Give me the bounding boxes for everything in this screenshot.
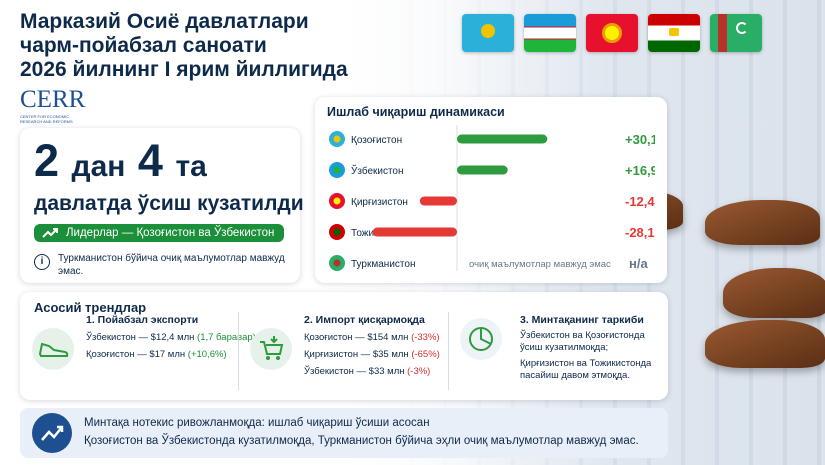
divider — [448, 312, 449, 390]
value-label: +16,9% — [625, 163, 655, 178]
uzbekistan-flag — [524, 14, 576, 52]
shoe-image — [705, 320, 825, 368]
shoe-icon — [38, 342, 69, 357]
trend-text: Ўзбекистон ва Қозоғистонда ўсиш кузатилм… — [520, 330, 645, 353]
summary-headline: 2 дан 4 та — [34, 138, 286, 190]
trend-head: 3. Минтақанинг таркиби — [520, 314, 644, 326]
divider — [238, 312, 239, 390]
production-bar-chart: Қозоғистон +30,1% Ўзбекистон +16,9% Қирғизис… — [329, 125, 655, 271]
title-line: 2026 йилнинг I ярим йиллигида — [20, 58, 348, 81]
trend-region: 3. Минтақанинг таркиби Ўзбекистон ва Қоз… — [520, 314, 660, 382]
trend-imports: 2. Импорт қисқармоқда Қозоғистон — $154 … — [304, 314, 440, 377]
trend-head: 2. Импорт қисқармоқда — [304, 314, 425, 326]
data-bar — [457, 134, 548, 144]
trend-line: Қирғизистон — $35 млн (-65%) — [304, 349, 440, 360]
value-label: +30,1% — [625, 132, 655, 147]
leaders-badge: Лидерлар — Қозоғистон ва Ўзбекистон — [34, 224, 285, 242]
value-label: -28,1% — [625, 225, 655, 240]
logo-subtitle: CENTER FOR ECONOMIC RESEARCH AND REFORMS — [20, 114, 73, 124]
trend-up-icon — [42, 228, 58, 238]
category-label: Қозоғистон — [351, 135, 402, 146]
kyrgyzstan-flag — [586, 14, 638, 52]
footer-line: Қозоғистон ва Ўзбекистонда кузатилмоқда,… — [84, 435, 639, 447]
pie-icon-badge — [460, 318, 502, 360]
trend-line: Қозоғистон — $17 млн (+10,6%) — [86, 349, 227, 360]
summary-word-2: та — [175, 150, 207, 183]
trend-up-icon — [41, 425, 64, 441]
trend-line: Ўзбекистон — $33 млн (-3%) — [304, 366, 431, 377]
summary-card: 2 дан 4 та давлатда ўсиш кузатилди Лидер… — [20, 128, 304, 283]
shoe-image — [705, 200, 820, 245]
value-label: н/а — [629, 256, 648, 271]
title-line: Марказий Осиё давлатлари — [20, 10, 309, 33]
country-flag-emblem — [333, 197, 341, 205]
summary-word-1: дан — [71, 150, 126, 183]
production-chart-card: Ишлаб чиқариш динамикаси Қозоғистон +30,1… — [315, 97, 667, 283]
info-note: i Туркманистон бўйича очиқ маълумотлар м… — [34, 252, 286, 278]
footer-banner: Минтақа нотекис ривожланмоқда: ишлаб чиқ… — [20, 408, 668, 458]
category-label: Туркманистон — [351, 259, 415, 270]
kazakhstan-flag — [462, 14, 514, 52]
country-flag-emblem — [333, 166, 341, 174]
info-icon: i — [34, 254, 50, 270]
title-line: чарм-пойабзал саноати — [20, 34, 267, 57]
trend-exports: 1. Пойабзал экспорти Ўзбекистон — $12,4 … — [86, 314, 256, 360]
trend-line: Қозоғистон — $154 млн (-33%) — [304, 332, 440, 343]
country-flag-emblem — [333, 228, 341, 236]
country-flag-emblem — [333, 259, 341, 267]
cart-down-icon — [260, 336, 284, 360]
summary-number-1: 2 — [34, 135, 60, 186]
footer-line: Минтақа нотекис ривожланмоқда: ишлаб чиқ… — [84, 417, 430, 429]
summary-subline: давлатда ўсиш кузатилди — [34, 192, 304, 215]
category-label: Ўзбекистон — [351, 164, 404, 177]
data-bar — [419, 196, 457, 206]
turkmenistan-flag — [710, 14, 762, 52]
logo-word: CERR — [20, 86, 86, 113]
data-bar — [372, 227, 457, 237]
trends-title: Асосий трендлар — [34, 300, 147, 315]
page-title: Марказий Осиё давлатлари чарм-пойабзал с… — [20, 10, 400, 82]
flags-row — [462, 14, 762, 52]
trends-card: Асосий трендлар 1. Пойабзал экспорти Ўзб… — [20, 292, 668, 400]
summary-number-2: 4 — [137, 135, 163, 186]
shoe-image — [723, 268, 825, 318]
cerr-logo: CERR CENTER FOR ECONOMIC RESEARCH AND RE… — [20, 86, 120, 124]
pie-chart-icon — [469, 327, 493, 351]
category-label: Қирғизистон — [351, 197, 408, 208]
trend-up-icon-badge — [32, 413, 72, 453]
trend-head: 1. Пойабзал экспорти — [86, 314, 199, 326]
leaders-text: Лидерлар — Қозоғистон ва Ўзбекистон — [66, 227, 275, 239]
trend-text: Қирғизистон ва Тожикистонда пасайиш даво… — [520, 358, 652, 381]
data-bar — [457, 165, 508, 175]
shoe-icon-badge — [32, 328, 74, 370]
info-note-text: Туркманистон бўйича очиқ маълумотлар мав… — [58, 253, 285, 277]
cart-icon-badge — [250, 328, 292, 370]
country-flag-emblem — [333, 135, 341, 143]
value-label: -12,4% — [625, 194, 655, 209]
no-data-label: очиқ маълумотлар мавжуд эмас — [469, 259, 611, 270]
trend-line: Ўзбекистон — $12,4 млн (1,7 баравар) — [86, 332, 256, 343]
tajikistan-flag — [648, 14, 700, 52]
chart-title: Ишлаб чиқариш динамикаси — [327, 105, 505, 119]
